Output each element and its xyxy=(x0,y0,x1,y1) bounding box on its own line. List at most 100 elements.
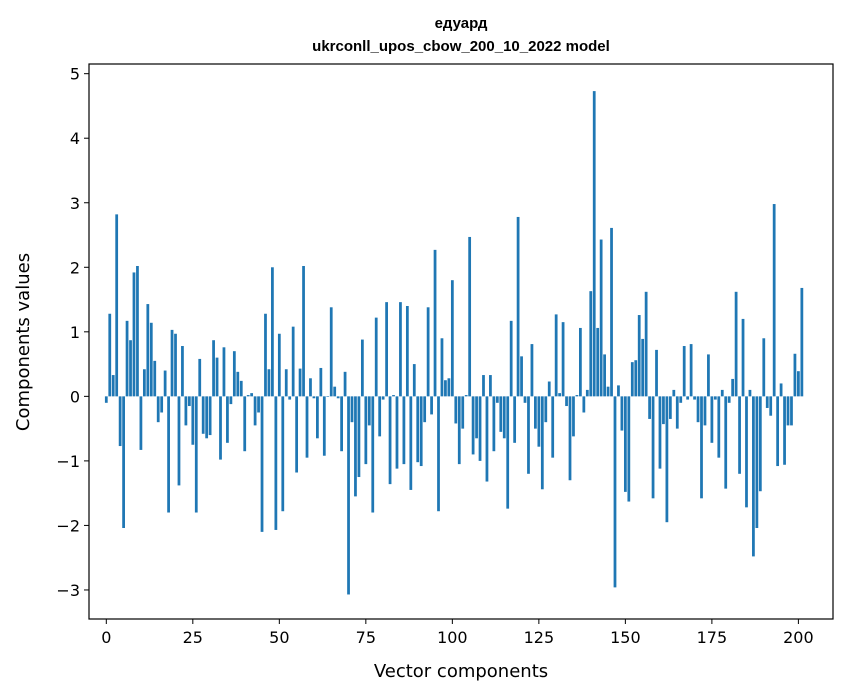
bar xyxy=(122,396,125,529)
bar xyxy=(295,396,299,473)
bar xyxy=(437,396,440,512)
bar xyxy=(212,340,215,397)
chart-title-line-1: едуард xyxy=(435,15,488,32)
bar xyxy=(579,327,582,397)
bar xyxy=(444,380,447,397)
bar xyxy=(309,378,312,397)
bar xyxy=(433,249,437,397)
bar xyxy=(260,396,264,532)
bar xyxy=(641,338,645,397)
bar xyxy=(350,396,354,423)
bar xyxy=(572,396,575,437)
bar xyxy=(679,396,683,403)
bar xyxy=(132,272,136,397)
bar xyxy=(250,393,254,397)
bar xyxy=(582,396,586,413)
bar xyxy=(236,371,240,397)
bar xyxy=(104,396,108,403)
bar xyxy=(727,396,731,403)
bar xyxy=(291,326,295,397)
bar xyxy=(523,396,527,403)
bar xyxy=(769,396,773,416)
bar xyxy=(513,396,517,443)
bar xyxy=(786,396,790,426)
bar xyxy=(115,214,119,397)
bar xyxy=(409,396,413,490)
bar xyxy=(534,396,537,429)
bar xyxy=(322,396,326,456)
bar xyxy=(205,396,209,439)
bar xyxy=(271,267,274,397)
bar xyxy=(655,349,658,397)
bar xyxy=(731,378,735,397)
bar xyxy=(360,339,364,397)
bar xyxy=(755,396,759,529)
x-tick-label: 25 xyxy=(183,628,203,647)
bar xyxy=(765,396,769,408)
bar xyxy=(194,396,198,513)
bar xyxy=(316,396,319,439)
bar xyxy=(381,396,385,400)
bar xyxy=(482,375,485,397)
bar xyxy=(537,396,541,447)
bar xyxy=(277,333,281,397)
bar xyxy=(610,227,613,397)
bar xyxy=(388,396,392,485)
bar xyxy=(136,265,139,397)
bar xyxy=(651,396,655,499)
bar xyxy=(720,389,724,397)
bar xyxy=(665,396,669,523)
bar xyxy=(717,396,721,458)
bar xyxy=(527,396,530,474)
bar xyxy=(797,371,800,397)
bar xyxy=(696,396,700,423)
bar xyxy=(243,396,247,452)
bar xyxy=(111,375,115,397)
bar xyxy=(215,357,219,397)
bar xyxy=(343,371,347,397)
bar xyxy=(558,393,562,397)
bar xyxy=(246,395,250,397)
bar xyxy=(772,204,776,397)
bar xyxy=(305,396,309,458)
bar xyxy=(288,396,292,400)
bar xyxy=(779,383,783,397)
bar xyxy=(302,265,305,397)
bar xyxy=(181,346,184,397)
bar xyxy=(700,396,703,499)
bar xyxy=(596,327,600,397)
bar xyxy=(689,344,693,397)
bar xyxy=(118,396,122,447)
bar xyxy=(644,291,648,397)
bar xyxy=(274,396,278,530)
bar xyxy=(208,396,212,436)
bar xyxy=(516,216,520,397)
y-tick-label: 1 xyxy=(70,323,80,342)
bar xyxy=(347,396,350,595)
bar xyxy=(125,320,129,397)
bar xyxy=(426,307,430,397)
bar xyxy=(748,389,752,397)
x-tick-label: 75 xyxy=(356,628,376,647)
bar xyxy=(703,396,707,426)
bar xyxy=(793,353,797,397)
bar xyxy=(139,396,143,450)
bar xyxy=(447,378,451,397)
bar xyxy=(253,396,257,426)
bar xyxy=(312,396,316,399)
bar xyxy=(540,396,544,490)
bar xyxy=(440,338,444,397)
bar xyxy=(450,280,454,397)
bar xyxy=(239,380,243,397)
bar xyxy=(575,395,579,397)
x-tick-label: 175 xyxy=(697,628,728,647)
bar xyxy=(530,344,534,397)
y-tick-label: −2 xyxy=(56,516,80,535)
bar xyxy=(502,396,506,439)
bar xyxy=(153,360,157,397)
bar xyxy=(146,304,150,397)
bar xyxy=(232,351,236,397)
bar xyxy=(416,396,420,463)
bar xyxy=(758,396,762,492)
